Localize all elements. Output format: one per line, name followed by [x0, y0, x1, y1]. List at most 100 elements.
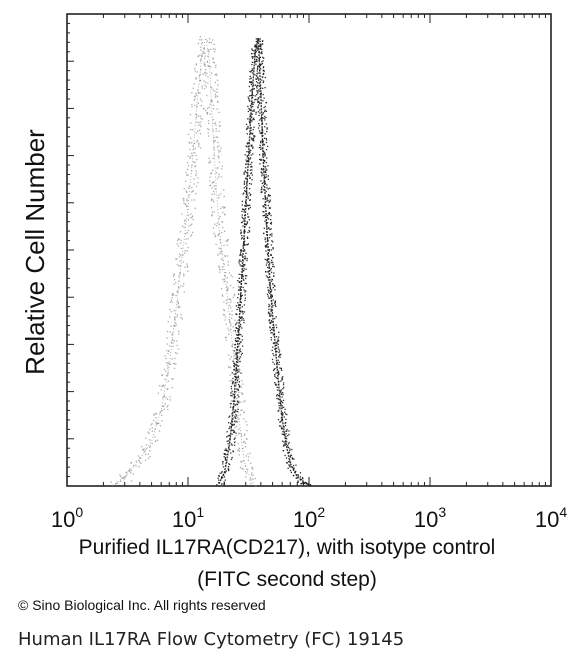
histogram-dot	[145, 444, 147, 446]
histogram-dot	[216, 484, 218, 486]
histogram-dot	[267, 279, 270, 281]
histogram-dot	[236, 355, 239, 358]
histogram-dot	[211, 187, 213, 189]
histogram-dot	[251, 93, 253, 95]
histogram-dot	[151, 430, 153, 432]
histogram-dot	[171, 334, 173, 336]
histogram-dot	[244, 258, 246, 260]
histogram-dot	[281, 427, 284, 429]
histogram-dot	[243, 173, 245, 175]
histogram-dot	[199, 124, 201, 126]
histogram-dot	[237, 408, 239, 410]
histogram-dot	[256, 75, 258, 77]
histogram-dot	[238, 454, 240, 456]
x-tick-labels: 100 101 102 103 104	[51, 504, 567, 532]
histogram-dot	[199, 80, 202, 82]
histogram-dot	[260, 92, 262, 94]
histogram-dot	[246, 205, 248, 207]
histogram-dot	[224, 255, 227, 257]
histogram-dot	[142, 448, 144, 451]
histogram-dot	[249, 81, 252, 84]
histogram-dot	[258, 38, 260, 40]
histogram-dot	[263, 97, 265, 99]
histogram-dot	[287, 447, 290, 449]
histogram-dot	[186, 205, 188, 207]
histogram-dot	[244, 230, 246, 232]
histogram-dot	[253, 126, 255, 128]
histogram-dot	[301, 482, 304, 484]
histogram-dot	[257, 127, 260, 129]
histogram-dot	[238, 334, 241, 336]
histogram-dot	[245, 277, 247, 280]
histogram-dot	[238, 340, 240, 343]
histogram-dot	[241, 339, 244, 341]
histogram-dot	[163, 385, 165, 387]
histogram-dot	[261, 119, 263, 121]
histogram-dot	[273, 363, 276, 365]
histogram-dot	[212, 227, 215, 229]
histogram-dot	[276, 389, 279, 391]
histogram-dot	[208, 51, 210, 53]
histogram-dot	[278, 398, 280, 401]
histogram-dot	[177, 291, 179, 293]
histogram-dot	[242, 460, 244, 462]
histogram-dot	[211, 214, 213, 216]
histogram-dot	[194, 147, 196, 150]
histogram-dot	[198, 129, 201, 132]
histogram-dot	[228, 318, 230, 321]
histogram-dot	[249, 121, 251, 123]
histogram-dot	[255, 98, 257, 100]
histogram-dot	[215, 225, 218, 227]
histogram-dot	[256, 46, 258, 48]
histogram-dot	[185, 238, 187, 240]
histogram-dot	[192, 148, 194, 150]
histogram-dot	[237, 345, 240, 347]
histogram-dot	[259, 96, 261, 98]
histogram-dot	[189, 157, 191, 159]
histogram-dot	[174, 319, 176, 321]
histogram-dot	[271, 296, 273, 298]
histogram-dot	[257, 97, 259, 99]
histogram-dot	[264, 76, 266, 79]
histogram-dot	[160, 389, 162, 391]
histogram-dot	[235, 383, 238, 385]
histogram-dot	[260, 63, 262, 65]
histogram-dot	[246, 222, 248, 224]
histogram-dot	[195, 113, 197, 115]
histogram-dot	[178, 275, 180, 277]
histogram-dot	[265, 141, 268, 144]
histogram-dot	[175, 352, 177, 354]
histogram-dot	[221, 476, 224, 479]
histogram-dot	[240, 293, 242, 296]
histogram-dot	[297, 480, 299, 482]
histogram-dot	[251, 174, 253, 176]
histogram-dot	[235, 313, 237, 315]
histogram-dot	[245, 201, 247, 203]
histogram-dot	[212, 48, 215, 50]
histogram-dot	[269, 305, 271, 307]
histogram-dot	[195, 185, 198, 187]
histogram-dot	[169, 308, 171, 311]
histogram-dot	[263, 206, 265, 208]
histogram-dot	[258, 146, 260, 149]
histogram-dot	[229, 313, 231, 315]
histogram-dot	[230, 324, 232, 326]
histogram-dot	[272, 248, 274, 250]
histogram-dot	[263, 57, 265, 59]
histogram-dot	[188, 225, 190, 227]
histogram-dot	[165, 397, 167, 399]
histogram-dot	[219, 271, 221, 273]
histogram-dot	[270, 280, 273, 282]
histogram-dot	[245, 186, 247, 188]
histogram-dot	[281, 418, 283, 421]
histogram-dot	[243, 172, 245, 174]
histogram-dot	[273, 275, 275, 277]
histogram-dot	[238, 304, 240, 306]
histogram-dot	[214, 96, 217, 98]
histogram-dot	[207, 76, 209, 78]
histogram-dot	[212, 181, 214, 184]
histogram-dot	[204, 52, 206, 54]
histogram-dot	[284, 424, 287, 427]
histogram-dot	[240, 350, 242, 353]
histogram-dot	[243, 180, 246, 182]
